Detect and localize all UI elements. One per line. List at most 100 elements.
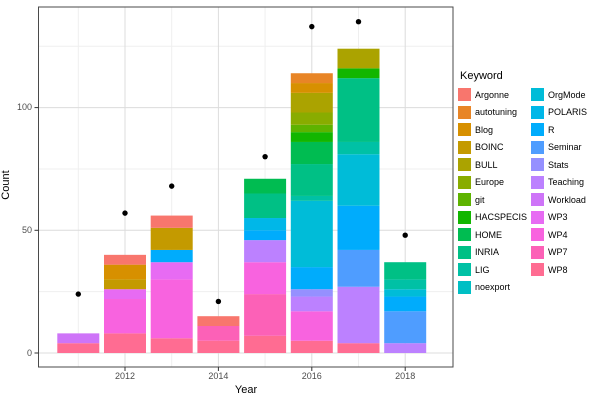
point-2012	[122, 210, 128, 216]
legend-swatch-Europe	[458, 175, 471, 189]
legend-label-BULL: BULL	[475, 159, 498, 170]
x-tick-label-2018: 2018	[395, 371, 416, 381]
bar-segment-2016-HOME	[290, 141, 333, 165]
bar-segment-2018-R	[384, 296, 427, 312]
legend-label-Europe: Europe	[475, 177, 505, 187]
legend-swatch-WP7	[531, 245, 545, 259]
bar-segment-2018-INRIA	[384, 262, 427, 280]
bar-segment-2017-WP8	[337, 343, 380, 353]
legend-swatch-Seminar	[531, 140, 545, 154]
legend-item-Seminar: Seminar	[531, 140, 587, 154]
bar-segment-2016-LIG	[290, 195, 333, 201]
legend-label-Argonne: Argonne	[475, 89, 510, 100]
bar-segment-2016-OrgMode	[290, 200, 333, 268]
bar-segment-2013-BOINC	[150, 227, 193, 250]
legend-item-noexport: noexport	[458, 280, 527, 294]
legend-swatch-HACSPECIS	[458, 210, 471, 224]
legend-swatch-BOINC	[458, 140, 471, 154]
bar-segment-2016-Teaching	[290, 296, 333, 312]
bar-segment-2012-WP4	[104, 299, 146, 334]
legend-label-Seminar: Seminar	[548, 142, 582, 152]
legend-swatch-WP4	[531, 228, 545, 241]
legend-item-Workload: Workload	[531, 193, 587, 206]
legend-item-WP7: WP7	[531, 245, 587, 259]
bar-segment-2011-Workload	[57, 333, 100, 344]
legend-item-WP4: WP4	[531, 228, 587, 241]
legend-swatch-autotuning	[458, 105, 471, 119]
bar-segment-2015-WP7	[244, 294, 287, 336]
legend-label-WP8: WP8	[548, 264, 568, 275]
legend-columns: Argonne autotuning Blog BOINC BULL Europe git H…	[458, 88, 598, 294]
bar-segment-2013-Argonne	[150, 215, 193, 228]
legend-swatch-Stats	[531, 158, 545, 171]
legend-item-Stats: Stats	[531, 158, 587, 171]
bar-segment-2012-Blog	[104, 264, 146, 280]
bar-segment-2017-HACSPECIS	[337, 68, 380, 79]
legend-swatch-WP3	[531, 210, 545, 224]
legend-label-noexport: noexport	[475, 282, 511, 292]
bar-segment-2018-Teaching	[384, 343, 427, 353]
bar-segment-2011-WP8	[57, 343, 100, 353]
point-2015	[262, 153, 268, 160]
y-tick-label-50: 50	[21, 224, 32, 235]
bar-segment-2016-BULL	[290, 92, 333, 113]
legend-item-INRIA: INRIA	[458, 245, 527, 259]
point-2014	[215, 298, 222, 305]
bar-segment-2012-WP8	[104, 333, 146, 353]
legend-item-Blog: Blog	[458, 123, 527, 136]
bar-segment-2016-WP8	[290, 340, 333, 353]
legend-swatch-Teaching	[531, 175, 545, 189]
bar-segment-2013-R	[150, 249, 193, 263]
bar-segment-2017-LIG	[337, 141, 380, 155]
x-axis-title: Year	[234, 384, 258, 396]
bar-segment-2015-INRIA	[244, 193, 287, 219]
legend-label-HOME: HOME	[475, 229, 502, 240]
legend-item-BULL: BULL	[458, 158, 527, 171]
legend-title: Keyword	[460, 70, 503, 82]
legend-label-INRIA: INRIA	[475, 247, 500, 257]
bar-segment-2016-R	[290, 267, 333, 290]
legend-item-HOME: HOME	[458, 228, 527, 241]
legend-label-R: R	[548, 124, 555, 135]
legend-swatch-git	[458, 193, 471, 206]
bar-segment-2015-HOME	[244, 178, 287, 194]
bar-segment-2016-WP4	[290, 311, 333, 341]
legend-item-WP3: WP3	[531, 210, 587, 224]
legend-item-Europe: Europe	[458, 175, 527, 189]
legend-item-R: R	[531, 123, 587, 136]
bar-segment-2016-git	[290, 124, 333, 133]
legend-swatch-WP8	[531, 263, 545, 276]
bar-segment-2016-INRIA	[290, 164, 333, 196]
legend-swatch-OrgMode	[531, 88, 545, 101]
legend-swatch-Workload	[531, 193, 545, 206]
bar-segment-2012-BOINC	[104, 279, 146, 290]
legend-item-Argonne: Argonne	[458, 88, 527, 101]
legend-label-Stats: Stats	[548, 159, 569, 170]
bar-segment-2013-WP8	[150, 338, 193, 353]
bar-segment-2012-WP3	[104, 289, 146, 300]
legend-item-HACSPECIS: HACSPECIS	[458, 210, 527, 224]
bar-segment-2015-R	[244, 230, 287, 241]
bar-segment-2012-Argonne	[104, 254, 146, 265]
legend-label-WP7: WP7	[548, 247, 568, 257]
legend-item-autotuning: autotuning	[458, 105, 527, 119]
legend-swatch-POLARIS	[531, 105, 545, 119]
bar-segment-2017-R	[337, 205, 380, 250]
bar-segment-2015-POLARIS	[244, 218, 287, 231]
bar-segment-2017-INRIA	[337, 78, 380, 142]
bar-segment-2014-Argonne	[197, 316, 240, 327]
point-2017	[355, 19, 362, 25]
x-tick-label-2012: 2012	[114, 371, 136, 381]
legend-item-OrgMode: OrgMode	[531, 88, 587, 101]
legend-swatch-LIG	[458, 263, 471, 276]
legend-label-Blog: Blog	[475, 124, 494, 135]
legend-label-Teaching: Teaching	[548, 177, 585, 187]
bar-segment-2015-WP4	[244, 262, 287, 295]
bar-segment-2017-BULL	[337, 48, 380, 69]
legend-label-OrgMode: OrgMode	[548, 89, 586, 100]
legend-swatch-Blog	[458, 123, 471, 136]
legend-swatch-R	[531, 123, 545, 136]
legend-label-WP4: WP4	[548, 229, 568, 240]
legend-swatch-noexport	[458, 280, 471, 294]
